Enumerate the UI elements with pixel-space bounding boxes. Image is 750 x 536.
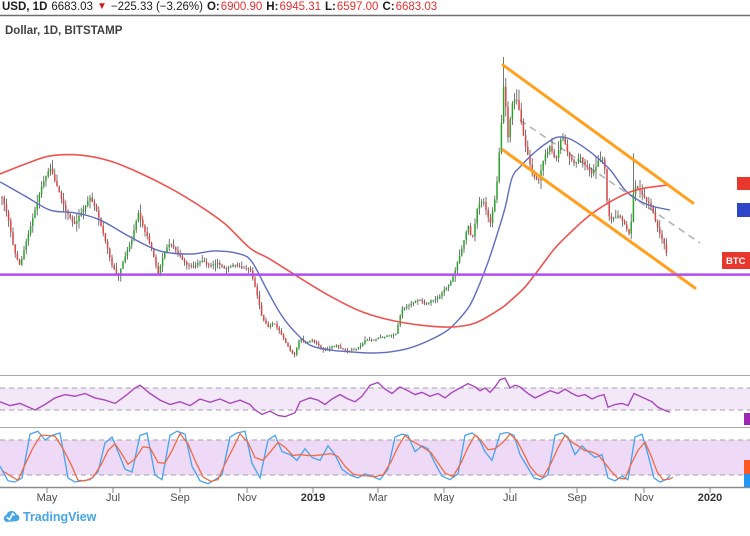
price-change: −225.33 (−3.26%) xyxy=(110,1,203,13)
high-label: H: xyxy=(266,1,279,13)
stoch-d-value-badge[interactable] xyxy=(744,460,750,474)
last-price: 6683.03 xyxy=(51,1,93,13)
high-value: 6945.31 xyxy=(279,1,322,13)
x-axis-label[interactable]: Mar xyxy=(369,492,388,504)
low-value: 6597.00 xyxy=(336,1,379,13)
last-price-badge-text: BTC xyxy=(726,256,746,267)
open-value: 6900.90 xyxy=(220,1,263,13)
price-down-arrow-icon: ▼ xyxy=(96,1,107,12)
ma-blue-line[interactable] xyxy=(0,136,671,354)
x-axis-label[interactable]: Nov xyxy=(237,492,257,504)
x-axis-label[interactable]: 2020 xyxy=(698,492,722,504)
ma-blue-price-badge[interactable] xyxy=(737,203,750,217)
stoch-d-line[interactable] xyxy=(2,432,674,483)
symbol-subtitle: Dollar, 1D, BITSTAMP xyxy=(5,25,123,37)
candles xyxy=(1,57,668,358)
rsi-band xyxy=(0,388,750,410)
symbol-name: USD, 1D xyxy=(2,1,48,13)
last-price-badge[interactable] xyxy=(722,252,750,269)
close-value: 6683.03 xyxy=(395,1,438,13)
rsi-line[interactable] xyxy=(0,377,671,418)
open-label: O: xyxy=(206,1,220,13)
ma-red-price-badge[interactable] xyxy=(737,177,750,190)
x-axis-label[interactable]: Jul xyxy=(106,492,120,504)
tradingview-logo[interactable]: TradingView xyxy=(3,509,96,524)
x-axis-label[interactable]: Jul xyxy=(503,492,517,504)
stoch-k-line[interactable] xyxy=(0,430,671,485)
x-axis-label[interactable]: May xyxy=(434,492,455,504)
rsi-value-badge[interactable] xyxy=(744,413,750,425)
ma-red-line[interactable] xyxy=(0,153,669,328)
stoch-band xyxy=(0,440,750,475)
tradingview-logo-icon xyxy=(3,510,20,522)
channel-upper-line[interactable] xyxy=(501,63,695,205)
stoch-k-value-badge[interactable] xyxy=(744,474,750,487)
x-axis-label[interactable]: Sep xyxy=(567,492,587,504)
x-axis-label[interactable]: Nov xyxy=(634,492,654,504)
symbol-ohlc-row: USD, 1D 6683.03 ▼ −225.33 (−3.26%) O: 690… xyxy=(2,1,437,13)
x-axis-label[interactable]: May xyxy=(37,492,58,504)
close-label: C: xyxy=(382,1,395,13)
x-axis-label[interactable]: 2019 xyxy=(301,492,325,504)
x-axis-label[interactable]: Sep xyxy=(170,492,190,504)
channel-lower-line[interactable] xyxy=(501,148,697,290)
low-label: L: xyxy=(325,1,336,13)
tradingview-logo-text: TradingView xyxy=(23,509,97,524)
